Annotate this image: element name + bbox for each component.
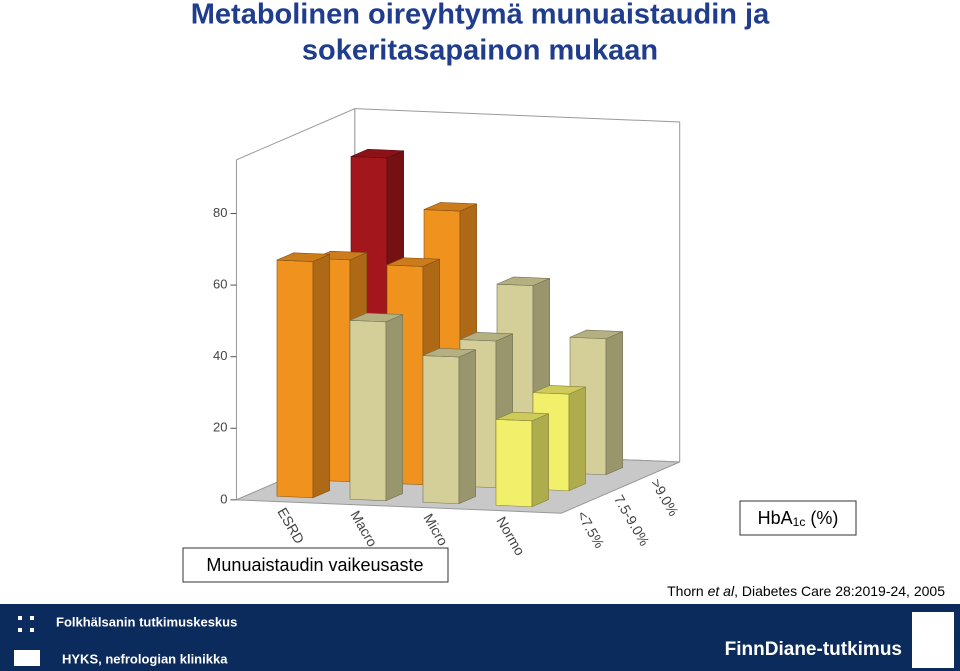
depth-label-box (739, 500, 857, 536)
logo (14, 650, 40, 666)
footer-bar (0, 604, 960, 671)
depth-tick-label: >9.0% (648, 476, 682, 519)
bar-top (423, 202, 477, 212)
depth-label: HbA1c (%) (758, 508, 839, 529)
bar-front (349, 320, 387, 502)
footer-text: HYKS, nefrologian klinikka (62, 651, 228, 666)
bar-front (276, 259, 314, 499)
y-tick-label: 80 (213, 205, 227, 220)
y-tick-label: 0 (220, 491, 227, 506)
y-tick-label: 60 (213, 277, 227, 292)
bar-side (458, 349, 476, 505)
bar-top (422, 348, 476, 358)
bar-front (422, 355, 460, 505)
logo (14, 612, 38, 636)
y-tick-label: 40 (213, 348, 227, 363)
depth-tick-label: 7.5-9.0% (611, 492, 653, 549)
x-label-box (182, 547, 449, 583)
bar-top (569, 329, 623, 340)
title-line: Metabolinen oireyhtymä munuaistaudin ja (191, 0, 770, 31)
x-tick-label: Normo (493, 514, 528, 559)
bar-top (532, 385, 586, 395)
bar-side (531, 413, 549, 508)
plot: 0 20 40 60 80 ESRD Macro Micro Normo <7.5% 7.5-9.0… (213, 107, 682, 559)
bar-top (496, 276, 550, 286)
x-label: Munuaistaudin vaikeusaste (206, 555, 423, 575)
bar (349, 312, 403, 502)
bar (276, 252, 330, 499)
citation: Thorn et al, Diabetes Care 28:2019-24, 2… (667, 583, 945, 599)
x-tick-label: ESRD (274, 505, 307, 547)
title-line: sokeritasapainon mukaan (302, 35, 658, 67)
logo (912, 612, 954, 668)
footer-text: Folkhälsanin tutkimuskeskus (56, 614, 237, 629)
bar-top (350, 148, 404, 159)
bar-top (386, 257, 440, 267)
bar-top (349, 312, 403, 323)
bar (422, 348, 476, 505)
x-tick-label: Micro (420, 511, 451, 549)
bar-top (495, 411, 549, 422)
y-tick-label: 20 (213, 420, 227, 435)
bar-side (605, 331, 623, 476)
bar-top (276, 252, 330, 262)
depth-tick-label: <7.5% (574, 508, 608, 551)
bar-side (385, 314, 403, 502)
bar (495, 411, 549, 508)
bar-side (312, 253, 330, 499)
bar-front (495, 419, 533, 508)
x-tick-label: Macro (347, 508, 380, 550)
footer-brand: FinnDiane-tutkimus (725, 639, 902, 660)
bar-top (459, 332, 513, 342)
bar-side (568, 386, 586, 492)
